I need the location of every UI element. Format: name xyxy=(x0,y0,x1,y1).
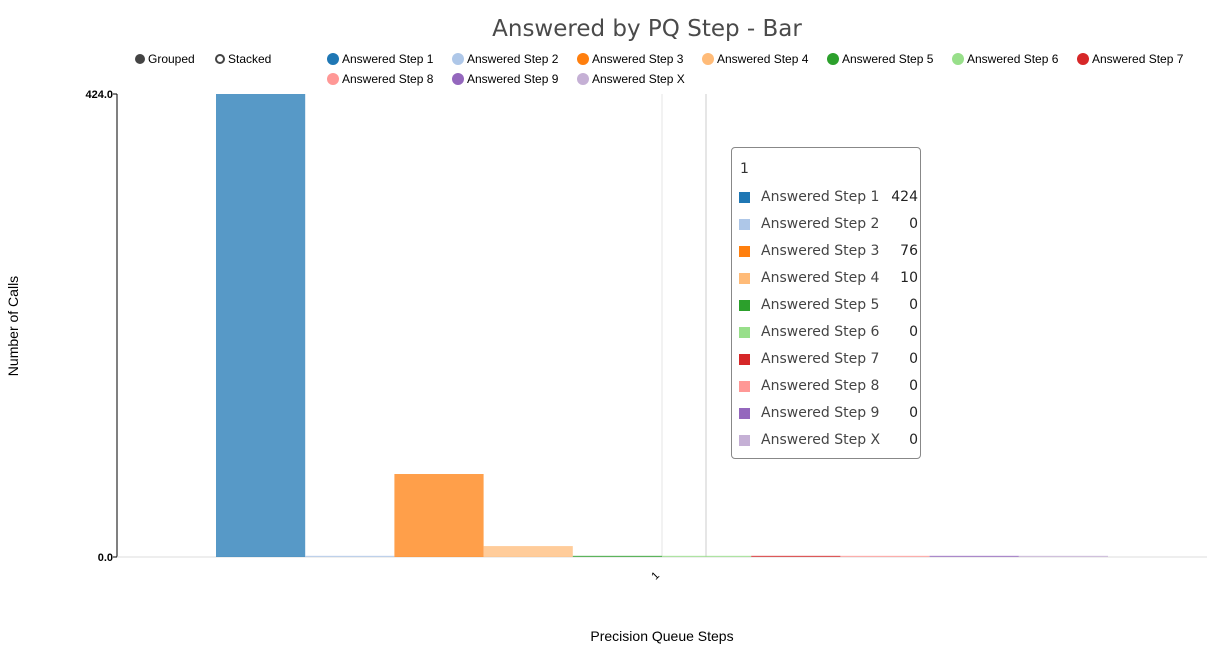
y-tick-label: 424.0 xyxy=(85,89,113,101)
tooltip-value: 424 xyxy=(891,189,918,205)
legend-swatch xyxy=(952,53,964,65)
tooltip-row: Answered Step 4 10 xyxy=(739,268,919,288)
tooltip-value: 0 xyxy=(909,351,918,367)
legend-item-answered-step-3[interactable]: Answered Step 3 xyxy=(577,52,683,66)
chart-title: Answered by PQ Step - Bar xyxy=(492,16,802,42)
tooltip-value: 0 xyxy=(909,216,918,232)
legend-label: Answered Step 7 xyxy=(1092,52,1184,66)
legend-label: Answered Step 4 xyxy=(717,52,809,66)
tooltip-swatch xyxy=(739,245,750,257)
stacked-toggle[interactable]: Stacked xyxy=(215,52,271,66)
bar-answered-step-4 xyxy=(483,546,573,557)
legend-item-answered-step-5[interactable]: Answered Step 5 xyxy=(827,52,933,66)
tooltip-swatch xyxy=(739,353,750,365)
legend-swatch xyxy=(577,73,589,85)
legend-swatch xyxy=(702,53,714,65)
legend-item-answered-step-6[interactable]: Answered Step 6 xyxy=(952,52,1058,66)
legend-swatch xyxy=(327,73,339,85)
bar-answered-step-5 xyxy=(572,555,662,557)
legend-swatch xyxy=(452,53,464,65)
tooltip-row: Answered Step 1 424 xyxy=(739,187,919,207)
x-axis-label: Precision Queue Steps xyxy=(590,628,734,644)
tooltip-series-name: Answered Step 4 xyxy=(761,270,880,286)
legend-label: Answered Step 1 xyxy=(342,52,434,66)
grouped-label: Grouped xyxy=(148,52,195,66)
bar-answered-step-x xyxy=(1018,555,1108,557)
legend-swatch xyxy=(452,73,464,85)
tooltip-row: Answered Step 7 0 xyxy=(739,349,919,369)
tooltip-swatch xyxy=(739,407,750,419)
chart-tooltip: 1 Answered Step 1 424 Answered Step 2 0 Answ… xyxy=(731,147,921,459)
bar-answered-step-2 xyxy=(305,555,395,557)
tooltip-row: Answered Step X 0 xyxy=(739,430,919,450)
tooltip-value: 76 xyxy=(900,243,918,259)
tooltip-series-name: Answered Step 5 xyxy=(761,297,880,313)
grouped-radio-icon xyxy=(135,54,145,64)
legend-swatch xyxy=(827,53,839,65)
tooltip-swatch xyxy=(739,380,750,392)
tooltip-series-name: Answered Step 8 xyxy=(761,378,880,394)
tooltip-row: Answered Step 9 0 xyxy=(739,403,919,423)
tooltip-value: 0 xyxy=(909,432,918,448)
tooltip-series-name: Answered Step 7 xyxy=(761,351,880,367)
legend-item-answered-step-1[interactable]: Answered Step 1 xyxy=(327,52,433,66)
tooltip-swatch xyxy=(739,272,750,284)
legend-label: Answered Step 9 xyxy=(467,72,559,86)
tooltip-value: 0 xyxy=(909,405,918,421)
x-tick-label: 1 xyxy=(649,570,662,583)
grouped-toggle[interactable]: Grouped xyxy=(135,52,195,66)
tooltip-row: Answered Step 5 0 xyxy=(739,295,919,315)
tooltip-series-name: Answered Step 6 xyxy=(761,324,880,340)
tooltip-swatch xyxy=(739,299,750,311)
tooltip-series-name: Answered Step 1 xyxy=(761,189,880,205)
tooltip-series-name: Answered Step X xyxy=(761,432,881,448)
bar-answered-step-6 xyxy=(662,555,752,557)
stacked-label: Stacked xyxy=(228,52,272,66)
legend-label: Answered Step 6 xyxy=(967,52,1059,66)
bar-answered-step-3 xyxy=(394,474,484,557)
tooltip-value: 10 xyxy=(900,270,918,286)
bar-answered-step-9 xyxy=(929,555,1019,557)
legend-label: Answered Step 3 xyxy=(592,52,684,66)
legend-label: Answered Step 2 xyxy=(467,52,559,66)
legend-item-answered-step-x[interactable]: Answered Step X xyxy=(577,72,685,86)
legend-swatch xyxy=(327,53,339,65)
tooltip-swatch xyxy=(739,218,750,230)
tooltip-title: 1 xyxy=(740,161,749,177)
tooltip-swatch xyxy=(739,434,750,446)
tooltip-row: Answered Step 8 0 xyxy=(739,376,919,396)
tooltip-row: Answered Step 3 76 xyxy=(739,241,919,261)
tooltip-row: Answered Step 2 0 xyxy=(739,214,919,234)
tooltip-value: 0 xyxy=(909,324,918,340)
tooltip-swatch xyxy=(739,326,750,338)
legend-label: Answered Step 5 xyxy=(842,52,934,66)
tooltip-series-name: Answered Step 9 xyxy=(761,405,880,421)
stacked-radio-icon xyxy=(215,54,225,64)
legend-item-answered-step-9[interactable]: Answered Step 9 xyxy=(452,72,558,86)
legend-item-answered-step-2[interactable]: Answered Step 2 xyxy=(452,52,558,66)
bar-answered-step-7 xyxy=(751,555,841,557)
tooltip-series-name: Answered Step 3 xyxy=(761,243,880,259)
tooltip-swatch xyxy=(739,191,750,203)
tooltip-value: 0 xyxy=(909,378,918,394)
legend-label: Answered Step X xyxy=(592,72,685,86)
tooltip-value: 0 xyxy=(909,297,918,313)
y-tick-label: 0.0 xyxy=(98,552,113,564)
tooltip-series-name: Answered Step 2 xyxy=(761,216,880,232)
bar-answered-step-1 xyxy=(216,94,306,557)
bar-answered-step-8 xyxy=(840,555,930,557)
legend-swatch xyxy=(1077,53,1089,65)
tooltip-row: Answered Step 6 0 xyxy=(739,322,919,342)
legend-item-answered-step-7[interactable]: Answered Step 7 xyxy=(1077,52,1183,66)
legend-item-answered-step-8[interactable]: Answered Step 8 xyxy=(327,72,433,86)
legend-item-answered-step-4[interactable]: Answered Step 4 xyxy=(702,52,808,66)
legend-swatch xyxy=(577,53,589,65)
legend-label: Answered Step 8 xyxy=(342,72,434,86)
